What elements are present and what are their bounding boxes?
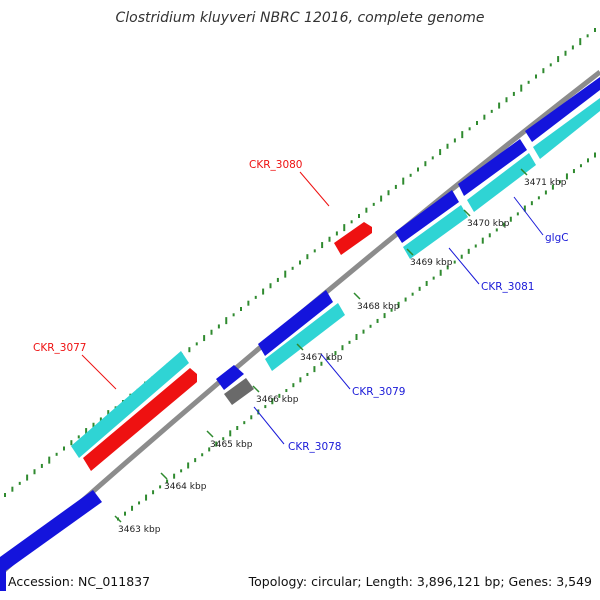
gene-blue-upper-far[interactable] (525, 77, 600, 142)
tick-mark (296, 343, 304, 351)
kbp-ticks: 3463 kbp 3464 kbp 3465 kbp 3466 kbp 3467 kbp… (114, 168, 567, 535)
leader-ckr-3078 (253, 406, 285, 445)
gene-label-ckr-3081[interactable]: CKR_3081 (481, 281, 534, 293)
legend-swatch (0, 571, 6, 591)
gene-label-ckr-3079[interactable]: CKR_3079 (352, 386, 405, 398)
tick-mark (252, 385, 260, 393)
tick-label: 3463 kbp (118, 525, 161, 535)
tick-label: 3468 kbp (357, 302, 400, 312)
tick-mark (406, 248, 414, 256)
tick-label: 3466 kbp (256, 395, 299, 405)
tick-label: 3470 kbp (467, 219, 510, 229)
tick-label: 3471 kbp (524, 178, 567, 188)
gene-cyan-ckr-3077[interactable] (71, 351, 189, 458)
gene-grey-feature[interactable] (224, 378, 254, 405)
gene-blue-lower-left[interactable] (0, 490, 102, 575)
gene-label-glgc[interactable]: glgC (545, 232, 569, 244)
tick-mark (114, 515, 122, 523)
gene-blue-ckr-3078[interactable] (216, 365, 244, 390)
leader-ckr-3079 (320, 353, 351, 390)
gene-red-ckr-3077[interactable] (83, 368, 197, 471)
gene-cyan-glgc[interactable] (467, 153, 536, 212)
gene-label-group: CKR_3080 CKR_3077 CKR_3078 CKR_3079 CKR_… (33, 159, 569, 453)
leader-ckr-3077 (81, 354, 117, 390)
gene-cyan-ckr-3079[interactable] (265, 303, 345, 371)
leader-glgc (513, 196, 544, 236)
gene-features (0, 77, 600, 575)
leader-ckr-3081 (448, 247, 480, 285)
tick-mark (520, 168, 528, 176)
gene-blue-ckr-3079[interactable] (258, 290, 333, 356)
leader-ckr-3080 (299, 171, 330, 207)
gene-label-ckr-3077[interactable]: CKR_3077 (33, 342, 86, 354)
gene-label-ckr-3080[interactable]: CKR_3080 (249, 159, 302, 171)
tick-mark (463, 209, 471, 217)
gene-label-ckr-3078[interactable]: CKR_3078 (288, 441, 341, 453)
tick-label: 3467 kbp (300, 353, 343, 363)
gene-cyan-upper-far[interactable] (533, 98, 600, 159)
tick-label: 3469 kbp (410, 258, 453, 268)
genome-summary: Topology: circular; Length: 3,896,121 bp… (248, 574, 592, 589)
gene-cyan-ckr-3081[interactable] (403, 205, 468, 259)
accession-label: Accession: NC_011837 (8, 574, 151, 589)
tick-mark (353, 292, 361, 300)
gene-red-ckr-3080[interactable] (334, 222, 372, 255)
gc-skew-inner-line (117, 152, 596, 521)
tick-mark (206, 430, 214, 438)
tick-label: 3464 kbp (164, 482, 207, 492)
tick-mark (160, 472, 168, 480)
tick-label: 3465 kbp (210, 440, 253, 450)
gene-blue-upper-glgc[interactable] (458, 139, 527, 196)
map-title: Clostridium kluyveri NBRC 12016, complet… (115, 10, 485, 26)
gene-blue-ckr-3081[interactable] (395, 190, 459, 243)
label-leader-lines (81, 171, 544, 445)
